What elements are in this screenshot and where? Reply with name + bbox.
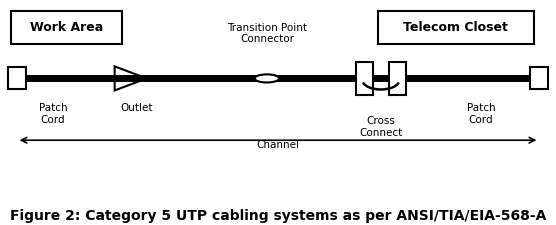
Text: Work Area: Work Area	[30, 21, 103, 34]
Bar	[530, 67, 548, 90]
Bar	[389, 62, 406, 95]
Bar	[8, 67, 26, 90]
Text: Cross
Connect: Cross Connect	[359, 116, 403, 138]
Text: Patch
Cord: Patch Cord	[466, 103, 495, 125]
Text: Channel: Channel	[256, 140, 300, 150]
Text: Patch
Cord: Patch Cord	[38, 103, 67, 125]
Text: Telecom Closet: Telecom Closet	[404, 21, 508, 34]
Text: Transition Point
Connector: Transition Point Connector	[227, 23, 307, 44]
Bar	[378, 11, 534, 44]
Text: Outlet: Outlet	[120, 103, 152, 113]
Bar	[356, 62, 373, 95]
Text: Figure 2: Category 5 UTP cabling systems as per ANSI/TIA/EIA-568-A: Figure 2: Category 5 UTP cabling systems…	[10, 209, 546, 223]
Bar	[11, 11, 122, 44]
Circle shape	[255, 74, 279, 83]
